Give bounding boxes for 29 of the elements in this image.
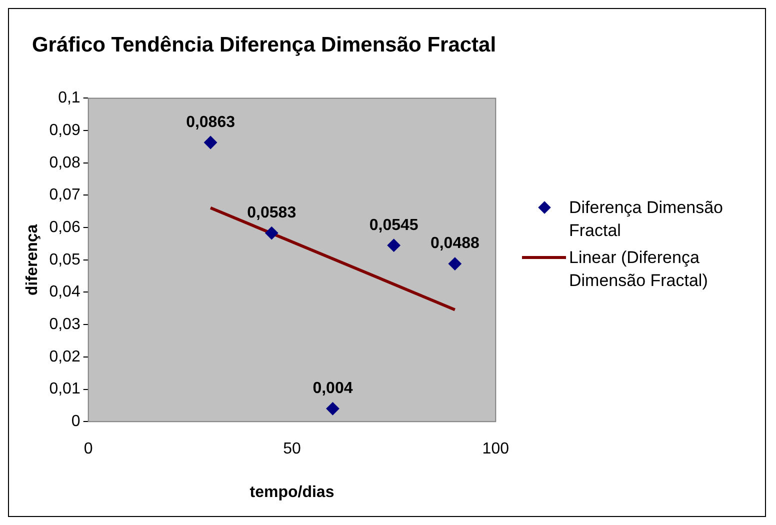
y-tick-label: 0,03	[49, 316, 80, 333]
legend-label: Diferença Dimensão Fractal	[569, 196, 724, 242]
point	[326, 402, 340, 416]
x-tick-label: 50	[283, 440, 301, 458]
x-tick-label: 0	[84, 440, 93, 458]
point	[448, 257, 462, 270]
x-axis-title: tempo/dias	[250, 484, 334, 501]
chart-title: Gráfico Tendência Diferença Dimensão Fractal	[32, 33, 496, 56]
y-tick-label: 0,1	[58, 90, 80, 107]
y-tick-label: 0,05	[49, 251, 80, 268]
data-label: 0,0488	[430, 235, 480, 252]
point	[387, 238, 400, 252]
data-label: 0,0863	[186, 114, 236, 131]
point	[265, 226, 278, 240]
y-tick-label: 0,09	[49, 122, 80, 139]
point	[204, 136, 218, 150]
y-tick-label: 0	[71, 413, 80, 430]
y-tick-label: 0,06	[49, 218, 80, 236]
x-tick-label: 100	[482, 440, 510, 458]
legend-label: Linear (Diferença Dimensão Fractal)	[569, 246, 709, 292]
y-tick-label: 0,07	[49, 186, 80, 204]
data-label: 0,004	[312, 380, 353, 398]
y-axis-title: diferença	[24, 224, 42, 296]
data-label: 0,0583	[247, 204, 296, 222]
y-tick-label: 0,08	[49, 154, 80, 172]
y-tick-label: 0,01	[49, 380, 80, 398]
data-label: 0,0545	[369, 216, 418, 234]
y-tick-label: 0,04	[49, 284, 80, 301]
y-tick-label: 0,02	[49, 348, 80, 366]
